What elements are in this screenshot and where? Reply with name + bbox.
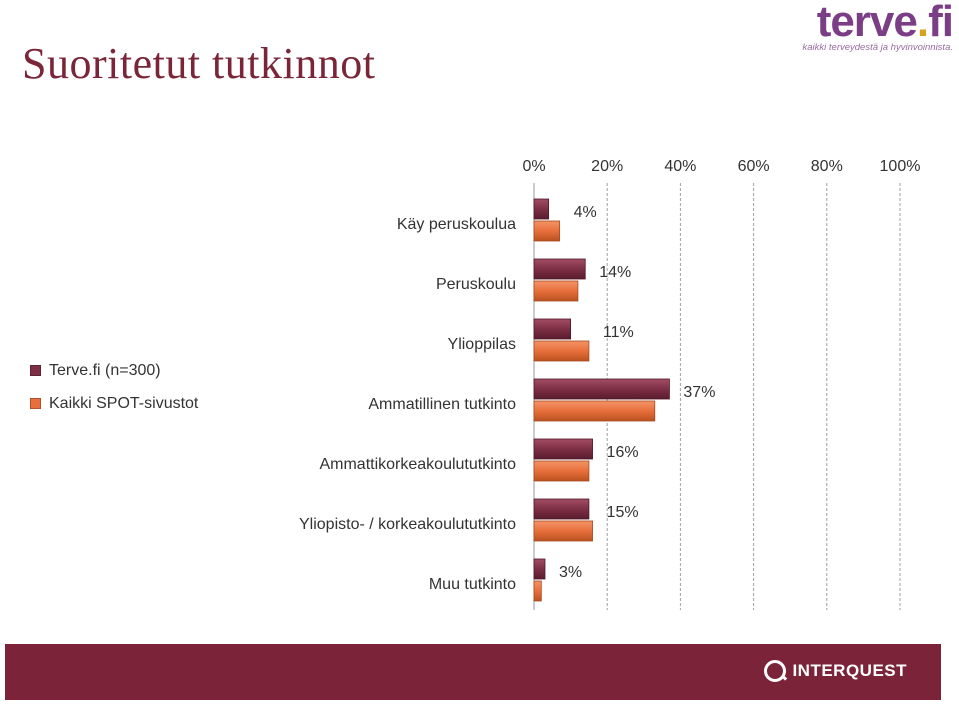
category-label: Peruskoulu xyxy=(436,276,516,293)
bar-terve xyxy=(533,438,593,460)
x-tick-label: 20% xyxy=(591,158,623,175)
legend-item-spot: Kaikki SPOT-sivustot xyxy=(30,387,198,420)
bar-terve xyxy=(533,558,546,580)
bar-spot xyxy=(533,580,542,602)
interquest-logo: INTERQUEST xyxy=(764,660,907,682)
bar-spot xyxy=(533,460,590,482)
legend-label-spot: Kaikki SPOT-sivustot xyxy=(49,394,199,412)
bar-chart: 0% 20% 40% 60% 80% 100% Käy peruskoulua Perusk… xyxy=(299,158,921,610)
bar-spot xyxy=(533,220,561,242)
bar-spot xyxy=(533,520,593,542)
data-label: 16% xyxy=(607,444,639,461)
category-label: Ylioppilas xyxy=(448,336,516,353)
chart-legend: Terve.fi (n=300) Kaikki SPOT-sivustot xyxy=(30,354,198,420)
logo-main-a: terve xyxy=(816,0,918,46)
legend-label-terve: Terve.fi (n=300) xyxy=(49,361,161,379)
logo-dot: . xyxy=(916,0,929,46)
data-label: 14% xyxy=(599,264,631,281)
data-label: 4% xyxy=(574,204,597,221)
data-label: 37% xyxy=(683,384,715,401)
logo-tagline: kaikki terveydestä ja hyvinvoinnista. xyxy=(802,42,954,53)
bar-terve xyxy=(533,198,550,220)
bar-terve xyxy=(533,498,590,520)
legend-swatch-spot xyxy=(30,398,41,409)
footer-bar: INTERQUEST xyxy=(5,644,941,700)
legend-swatch-terve xyxy=(30,365,41,376)
bar-terve xyxy=(533,318,571,340)
category-label: Käy peruskoulua xyxy=(397,216,516,233)
x-tick-label: 60% xyxy=(738,158,770,175)
logo-main-b: fi xyxy=(928,0,954,46)
category-label: Muu tutkinto xyxy=(429,576,516,593)
x-tick-label: 80% xyxy=(811,158,843,175)
x-tick-label: 100% xyxy=(880,158,921,175)
data-label: 15% xyxy=(607,504,639,521)
x-tick-label: 0% xyxy=(522,158,545,175)
interquest-brand: INTERQUEST xyxy=(792,661,907,680)
legend-item-terve: Terve.fi (n=300) xyxy=(30,354,198,387)
data-label: 3% xyxy=(559,564,582,581)
data-label: 11% xyxy=(603,324,634,341)
category-label: Ammattikorkeakoulututkinto xyxy=(319,456,516,473)
bar-terve xyxy=(533,258,586,280)
terve-logo: terve.fi kaikki terveydestä ja hyvinvoin… xyxy=(803,0,954,53)
page-title: Suoritetut tutkinnot xyxy=(22,39,376,88)
bar-spot xyxy=(533,280,579,302)
bar-spot xyxy=(533,340,590,362)
bar-terve xyxy=(533,378,670,400)
interquest-q-icon xyxy=(764,660,787,682)
bar-spot xyxy=(533,400,656,422)
x-tick-label: 40% xyxy=(664,158,696,175)
category-label: Yliopisto- / korkeakoulututkinto xyxy=(299,516,516,533)
category-label: Ammatillinen tutkinto xyxy=(368,396,516,413)
